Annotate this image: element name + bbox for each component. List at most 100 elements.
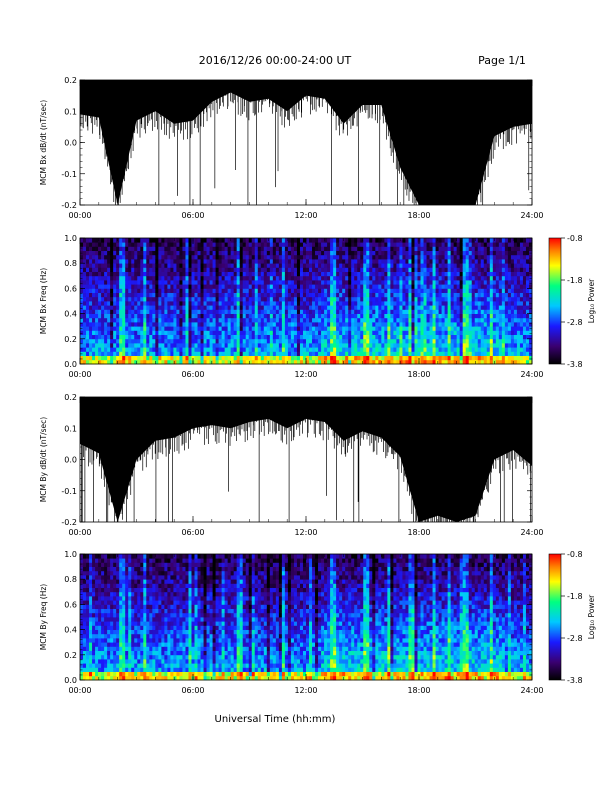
heatmap-cell bbox=[498, 330, 503, 335]
heatmap-cell bbox=[227, 250, 232, 256]
heatmap-cell bbox=[119, 267, 123, 272]
heatmap-cell bbox=[366, 263, 370, 268]
heatmap-cell bbox=[468, 284, 473, 289]
heatmap-cell bbox=[432, 351, 436, 356]
heatmap-cell bbox=[309, 322, 313, 327]
heatmap-cell bbox=[227, 359, 232, 365]
heatmap-cell bbox=[236, 330, 241, 335]
heatmap-cell bbox=[378, 267, 382, 272]
heatmap-cell bbox=[185, 355, 189, 361]
heatmap-cell bbox=[312, 242, 316, 247]
heatmap-cell bbox=[263, 259, 268, 264]
heatmap-cell bbox=[149, 246, 153, 251]
heatmap-cell bbox=[381, 305, 385, 310]
heatmap-cell bbox=[450, 275, 455, 281]
heatmap-cell bbox=[312, 309, 316, 314]
heatmap-cell bbox=[390, 250, 394, 256]
heatmap-cell bbox=[167, 288, 171, 293]
heatmap-cell bbox=[167, 309, 171, 314]
heatmap-cell bbox=[263, 288, 268, 293]
heatmap-cell bbox=[363, 343, 367, 348]
heatmap-cell bbox=[462, 254, 467, 260]
heatmap-cell bbox=[287, 351, 292, 356]
heatmap-cell bbox=[399, 292, 403, 298]
heatmap-cell bbox=[429, 305, 433, 310]
heatmap-cell bbox=[218, 359, 223, 365]
heatmap-cell bbox=[143, 359, 147, 365]
heatmap-cell bbox=[269, 271, 274, 277]
heatmap-cell bbox=[429, 359, 433, 365]
heatmap-cell bbox=[113, 263, 117, 268]
heatmap-cell bbox=[393, 322, 397, 327]
heatmap-cell bbox=[98, 242, 102, 247]
heatmap-cell bbox=[110, 317, 114, 323]
heatmap-cell bbox=[269, 242, 274, 247]
heatmap-cell bbox=[158, 284, 162, 289]
heatmap-cell bbox=[149, 263, 153, 268]
heatmap-cell bbox=[218, 280, 223, 285]
heatmap-cell bbox=[194, 250, 198, 256]
heatmap-cell bbox=[495, 309, 500, 314]
heatmap-cell bbox=[351, 267, 355, 272]
heatmap-cell bbox=[212, 296, 216, 302]
heatmap-cell bbox=[239, 267, 244, 272]
heatmap-cell bbox=[266, 254, 271, 260]
heatmap-cell bbox=[390, 347, 394, 352]
heatmap-cell bbox=[242, 271, 247, 277]
heatmap-cell bbox=[287, 263, 292, 268]
heatmap-cell bbox=[212, 347, 216, 352]
heatmap-cell bbox=[330, 322, 334, 327]
heatmap-cell bbox=[140, 338, 144, 344]
heatmap-cell bbox=[293, 338, 298, 344]
heatmap-cell bbox=[95, 330, 99, 335]
heatmap-cell bbox=[224, 288, 229, 293]
heatmap-cell bbox=[191, 275, 195, 281]
heatmap-cell bbox=[348, 242, 352, 247]
heatmap-cell bbox=[387, 254, 391, 260]
heatmap-cell bbox=[176, 284, 180, 289]
heatmap-cell bbox=[447, 263, 452, 268]
heatmap-cell bbox=[251, 301, 256, 306]
heatmap-cell bbox=[281, 351, 286, 356]
heatmap-cell bbox=[194, 359, 198, 365]
heatmap-cell bbox=[293, 284, 298, 289]
heatmap-cell bbox=[86, 254, 90, 260]
heatmap-cell bbox=[513, 254, 518, 260]
heatmap-cell bbox=[245, 301, 250, 306]
heatmap-cell bbox=[489, 347, 494, 352]
heatmap-cell bbox=[417, 338, 421, 344]
heatmap-cell bbox=[444, 284, 449, 289]
heatmap-cell bbox=[429, 250, 433, 256]
heatmap-cell bbox=[402, 301, 406, 306]
heatmap-cell bbox=[336, 334, 340, 340]
heatmap-cell bbox=[185, 254, 189, 260]
heatmap-cell bbox=[206, 254, 210, 260]
heatmap-cell bbox=[131, 292, 135, 298]
heatmap-cell bbox=[522, 334, 527, 340]
heatmap-cell bbox=[501, 267, 506, 272]
heatmap-cell bbox=[480, 288, 485, 293]
heatmap-cell bbox=[293, 322, 298, 327]
heatmap-cell bbox=[197, 246, 201, 251]
heatmap-cell bbox=[170, 292, 174, 298]
heatmap-cell bbox=[98, 313, 102, 319]
heatmap-cell bbox=[369, 296, 373, 302]
heatmap-cell bbox=[354, 330, 358, 335]
heatmap-cell bbox=[191, 267, 195, 272]
heatmap-cell bbox=[203, 317, 207, 323]
heatmap-cell bbox=[92, 238, 96, 243]
heatmap-cell bbox=[98, 280, 102, 285]
heatmap-cell bbox=[402, 250, 406, 256]
heatmap-cell bbox=[465, 305, 470, 310]
heatmap-cell bbox=[200, 246, 204, 251]
heatmap-cell bbox=[242, 351, 247, 356]
heatmap-cell bbox=[459, 330, 464, 335]
heatmap-cell bbox=[465, 330, 470, 335]
heatmap-cell bbox=[393, 288, 397, 293]
heatmap-cell bbox=[426, 250, 430, 256]
heatmap-cell bbox=[510, 288, 515, 293]
heatmap-cell bbox=[146, 292, 150, 298]
heatmap-cell bbox=[462, 343, 467, 348]
heatmap-cell bbox=[525, 288, 530, 293]
heatmap-cell bbox=[315, 343, 319, 348]
